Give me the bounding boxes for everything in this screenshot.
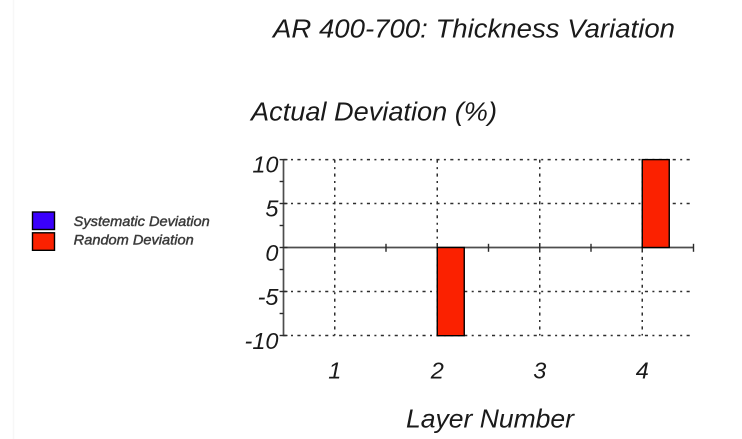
svg-text:Systematic Deviation: Systematic Deviation: [74, 214, 210, 230]
svg-text:2: 2: [430, 358, 444, 384]
svg-text:0: 0: [265, 240, 278, 266]
svg-text:-10: -10: [245, 328, 279, 354]
svg-text:10: 10: [252, 151, 278, 177]
svg-text:-5: -5: [258, 284, 280, 310]
svg-text:Layer Number: Layer Number: [406, 404, 575, 434]
svg-text:AR 400-700: Thickness Variatio: AR 400-700: Thickness Variation: [271, 15, 675, 43]
svg-text:1: 1: [328, 358, 341, 384]
svg-text:5: 5: [265, 195, 279, 221]
svg-text:Random Deviation: Random Deviation: [74, 233, 194, 249]
svg-text:3: 3: [533, 358, 546, 384]
svg-text:4: 4: [636, 358, 649, 384]
svg-text:Actual Deviation (%): Actual Deviation (%): [249, 98, 497, 126]
